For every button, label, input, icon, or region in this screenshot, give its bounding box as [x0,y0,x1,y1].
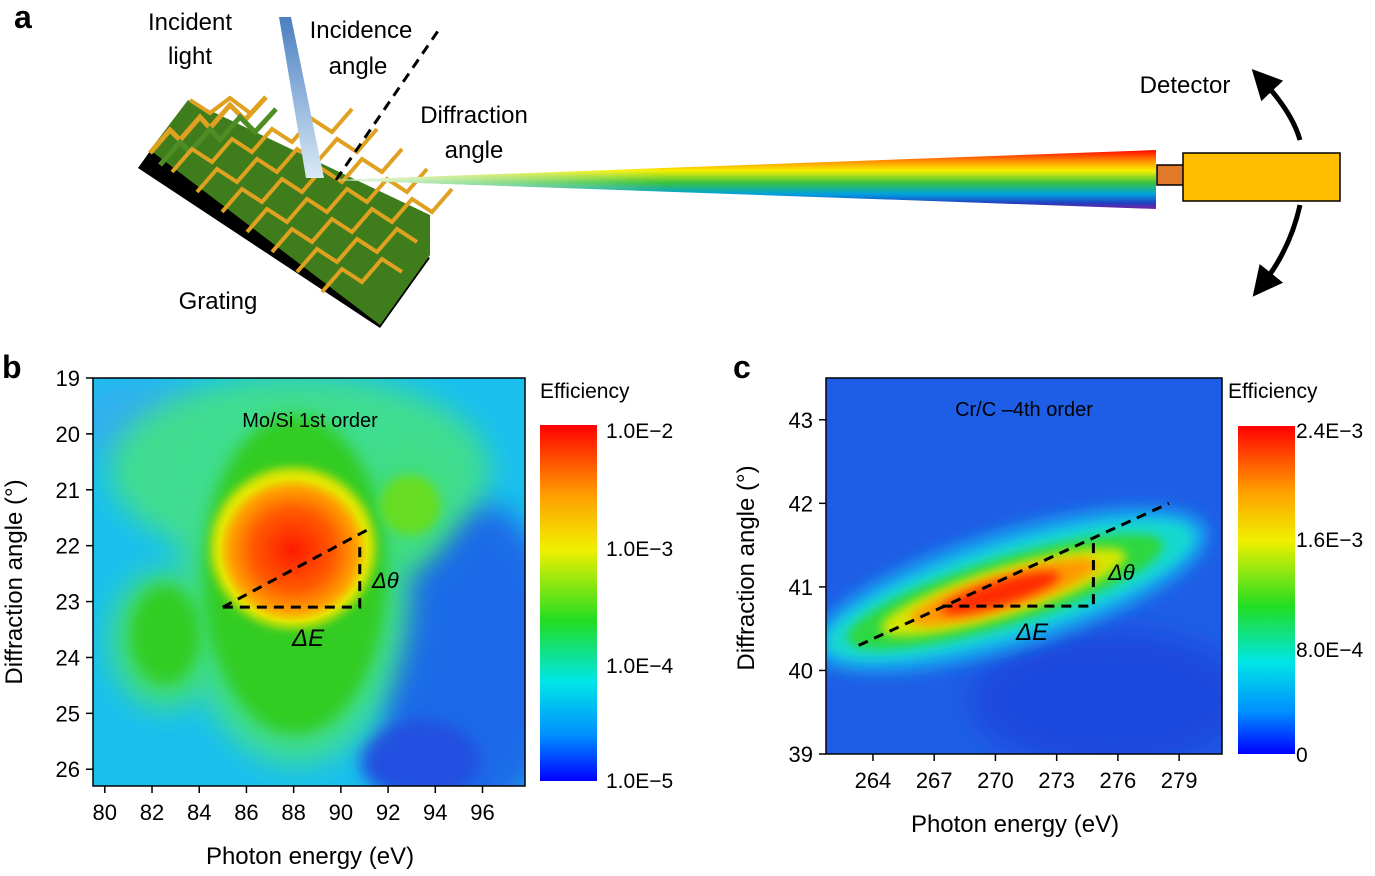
x-axis-label-b: Photon energy (eV) [206,843,414,870]
ticks-b: 80 82 84 86 88 90 92 94 96 19 20 21 22 23 24 25 26 [56,366,495,825]
plot-title-b: Mo/Si 1st order [242,410,378,432]
colorbar-tick-c-2: 8.0E−4 [1296,639,1363,662]
incident-light-label-1: Incident [148,9,232,36]
colorbar-label-c: Efficiency [1228,380,1318,403]
x-tick-label: 96 [470,800,494,825]
delta-e-label-c: ΔE [1015,619,1049,646]
incidence-angle-label-1: Incidence [310,17,413,44]
colorbar-tick-c-3: 0 [1296,744,1308,767]
grating-zigzag-layers [148,95,454,294]
panel-a: a [14,0,1341,328]
delta-triangle-c [942,540,1095,608]
detector-label: Detector [1140,72,1231,99]
colorbar-c [1238,426,1295,754]
delta-theta-label-b: Δθ [371,568,399,593]
grating-label: Grating [179,288,258,315]
panel-c-label: c [733,349,751,385]
y-tick-label: 26 [56,757,80,782]
x-tick-label: 273 [1038,768,1075,793]
diffraction-angle-label-1: Diffraction [420,102,528,129]
y-tick-label: 24 [56,645,80,670]
y-tick-label: 43 [789,408,813,433]
panel-b-label: b [2,349,22,385]
panel-c: c Cr/C –4th order 264 267 270 273 276 279 39 40… [733,349,1363,838]
x-tick-label: 88 [281,800,305,825]
y-tick-label: 41 [789,575,813,600]
incident-light-label-2: light [168,43,212,70]
y-tick-label: 23 [56,590,80,615]
colorbar-tick-b-2: 1.0E−4 [606,655,673,678]
detector-window [1156,164,1185,186]
panel-a-label: a [14,0,32,35]
heatmap-b [93,378,525,786]
x-tick-label: 84 [187,800,211,825]
plot-frame-b [92,377,526,787]
x-tick-label: 94 [423,800,447,825]
colorbar-tick-b-1: 1.0E−3 [606,538,673,561]
dispersion-line-c [858,501,1170,647]
y-tick-label: 40 [789,658,813,683]
ticks-c: 264 267 270 273 276 279 39 40 41 42 43 [789,408,1198,793]
plot-frame-c [825,377,1223,755]
x-tick-label: 267 [916,768,953,793]
detector-body [1182,152,1341,202]
x-tick-label: 80 [93,800,117,825]
y-axis-label-c: Diffraction angle (°) [733,465,760,670]
x-tick-label: 264 [855,768,892,793]
panel-b: b Mo/Si 1st order 80 82 84 86 88 90 92 94 96 19 20… [1,349,673,870]
colorbar-tick-b-3: 1.0E−5 [606,770,673,793]
y-tick-label: 25 [56,701,80,726]
colorbar-tick-b-0: 1.0E−2 [606,420,673,443]
incidence-angle-label-2: angle [329,53,388,80]
diffracted-beam [336,150,1156,209]
colorbar-label-b: Efficiency [540,380,630,403]
y-axis-label-b: Diffraction angle (°) [1,479,28,684]
x-tick-label: 82 [140,800,164,825]
incident-beam [279,17,324,178]
rotation-arrow-up-icon [1251,69,1303,141]
y-tick-label: 39 [789,742,813,767]
y-tick-label: 19 [56,366,80,391]
dispersion-line-b [222,527,370,609]
diffraction-angle-label-2: angle [445,137,504,164]
grating-layers [150,100,430,325]
x-axis-label-c: Photon energy (eV) [911,811,1119,838]
x-tick-label: 276 [1100,768,1137,793]
colorbar-tick-c-0: 2.4E−3 [1296,420,1363,443]
x-tick-label: 86 [234,800,258,825]
colorbar-tick-c-1: 1.6E−3 [1296,529,1363,552]
delta-triangle-b [222,545,362,609]
rotation-arrow-down-icon [1252,204,1303,297]
delta-e-label-b: ΔE [291,625,325,652]
x-tick-label: 279 [1161,768,1198,793]
grating [138,95,454,328]
x-tick-label: 92 [376,800,400,825]
grating-normal-line [334,27,442,181]
y-tick-label: 21 [56,478,80,503]
y-tick-label: 22 [56,534,80,559]
x-tick-label: 90 [329,800,353,825]
delta-theta-label-c: Δθ [1107,560,1135,585]
x-tick-label: 270 [977,768,1014,793]
plot-title-c: Cr/C –4th order [955,399,1093,421]
heatmap-c [826,378,1222,754]
y-tick-label: 20 [56,422,80,447]
colorbar-b [540,425,597,781]
y-tick-label: 42 [789,491,813,516]
